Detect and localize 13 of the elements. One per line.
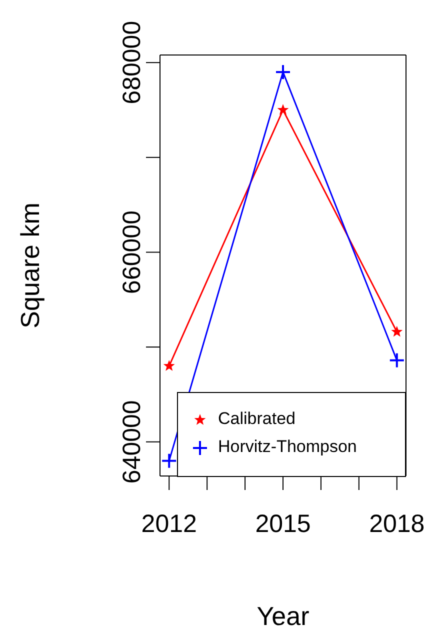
legend-label: Horvitz-Thompson <box>218 437 357 456</box>
y-tick-label: 660000 <box>118 210 146 294</box>
point <box>163 360 175 371</box>
x-tick-label: 2018 <box>369 510 425 538</box>
y-axis-title: Square km <box>15 202 46 328</box>
x-tick-label: 2015 <box>255 510 311 538</box>
point <box>277 104 289 115</box>
x-axis-title: Year <box>256 601 310 631</box>
y-tick-label: 680000 <box>118 20 146 104</box>
y-tick-label: 640000 <box>118 400 146 484</box>
point <box>391 326 403 337</box>
legend-label: Calibrated <box>218 409 296 428</box>
x-tick-label: 2012 <box>141 510 197 538</box>
